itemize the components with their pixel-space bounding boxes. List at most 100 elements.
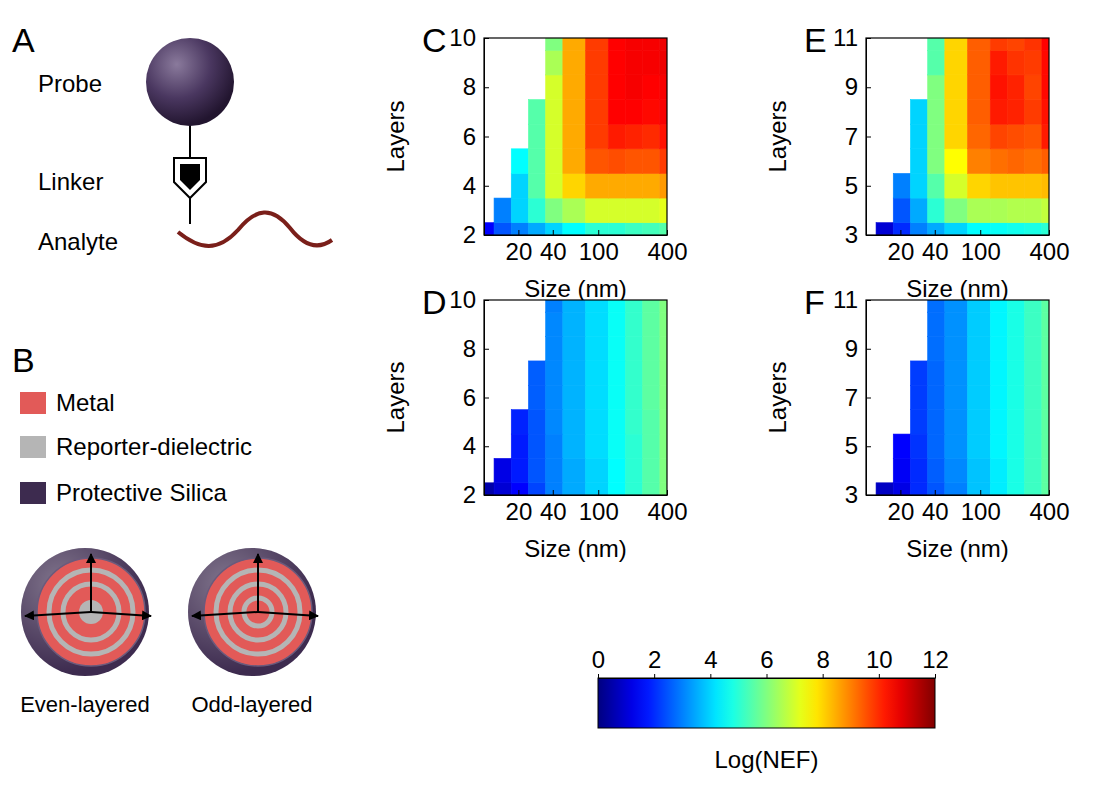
cell bbox=[945, 337, 968, 361]
cell bbox=[910, 223, 927, 235]
axis: 2040100400 bbox=[867, 230, 1070, 265]
tick: 10 bbox=[449, 286, 489, 313]
cell bbox=[528, 149, 545, 174]
cell bbox=[910, 124, 927, 149]
cell bbox=[1025, 50, 1042, 75]
tick-mark bbox=[667, 230, 668, 235]
cell bbox=[990, 38, 1007, 50]
cell bbox=[1007, 149, 1024, 174]
tick: 20 bbox=[888, 490, 915, 525]
cell bbox=[945, 410, 968, 434]
tick-label: 40 bbox=[540, 498, 567, 525]
cell bbox=[528, 361, 545, 385]
cell bbox=[1042, 75, 1049, 100]
tick: 8 bbox=[463, 335, 489, 362]
tick-label: 9 bbox=[845, 335, 858, 362]
cell bbox=[660, 300, 667, 312]
cell bbox=[608, 38, 625, 50]
cell bbox=[563, 75, 586, 100]
panel-letter: E bbox=[804, 21, 827, 59]
cell bbox=[563, 149, 586, 174]
tick-label: 10 bbox=[866, 646, 893, 673]
cell bbox=[625, 38, 642, 50]
cell bbox=[968, 149, 991, 174]
radius-arrow bbox=[258, 612, 318, 616]
tick-mark bbox=[866, 38, 871, 39]
cell bbox=[643, 124, 660, 149]
legend-swatch bbox=[20, 436, 46, 458]
cell bbox=[608, 410, 625, 434]
cell bbox=[968, 361, 991, 385]
cell bbox=[608, 50, 625, 75]
tick: 8 bbox=[816, 646, 829, 678]
cell bbox=[1007, 361, 1024, 385]
axis-line bbox=[867, 495, 1050, 496]
tick-mark bbox=[935, 674, 936, 678]
radius-arrow bbox=[257, 554, 259, 612]
tick-label: 8 bbox=[463, 73, 476, 100]
cell bbox=[608, 100, 625, 125]
cell bbox=[990, 223, 1007, 235]
cell bbox=[1042, 38, 1049, 50]
radius-arrow bbox=[25, 612, 91, 616]
cell bbox=[990, 458, 1007, 482]
tick-label: 4 bbox=[463, 172, 476, 199]
tick-label: 40 bbox=[922, 238, 949, 265]
tick-label: 9 bbox=[845, 73, 858, 100]
tick-label: 8 bbox=[816, 646, 829, 673]
cell bbox=[910, 149, 927, 174]
axis: 2040100400 bbox=[867, 490, 1070, 525]
cell bbox=[511, 198, 528, 223]
plot-frame bbox=[484, 300, 667, 495]
cell bbox=[968, 124, 991, 149]
cell bbox=[643, 75, 660, 100]
cell bbox=[893, 198, 910, 223]
cell bbox=[546, 312, 563, 336]
radius-arrow bbox=[192, 612, 258, 616]
cell bbox=[968, 173, 991, 198]
panel-letter: A bbox=[12, 21, 35, 59]
cell bbox=[586, 434, 609, 458]
panel-letter: F bbox=[804, 283, 825, 321]
cell bbox=[660, 483, 667, 495]
axis: 024681012 bbox=[592, 646, 949, 679]
cell bbox=[528, 410, 545, 434]
cell bbox=[928, 434, 945, 458]
cell bbox=[563, 410, 586, 434]
cell bbox=[546, 198, 563, 223]
tick: 9 bbox=[845, 73, 871, 100]
tick-label: 100 bbox=[579, 498, 619, 525]
cell bbox=[893, 173, 910, 198]
tick-mark bbox=[484, 398, 489, 399]
legend-label: Protective Silica bbox=[56, 479, 227, 506]
cell bbox=[563, 100, 586, 125]
cell bbox=[660, 434, 667, 458]
tick-mark bbox=[900, 490, 901, 495]
tick-label: 3 bbox=[845, 481, 858, 508]
tick-label: 40 bbox=[922, 498, 949, 525]
axis-line bbox=[485, 235, 668, 236]
cell bbox=[586, 38, 609, 50]
tick-mark bbox=[1049, 490, 1050, 495]
tick-mark bbox=[866, 186, 871, 187]
cell bbox=[1025, 173, 1042, 198]
tick: 6 bbox=[463, 123, 489, 150]
cell bbox=[945, 223, 968, 235]
tick: 40 bbox=[922, 230, 949, 265]
cell bbox=[625, 361, 642, 385]
cell bbox=[990, 50, 1007, 75]
tick-label: 6 bbox=[463, 123, 476, 150]
cell bbox=[990, 300, 1007, 312]
cell bbox=[546, 300, 563, 312]
cell bbox=[625, 483, 642, 495]
axis: 246810 bbox=[449, 24, 489, 248]
cell bbox=[945, 458, 968, 482]
tick-label: 4 bbox=[463, 432, 476, 459]
cell bbox=[910, 361, 927, 385]
cell bbox=[928, 361, 945, 385]
cell bbox=[1025, 198, 1042, 223]
tick-mark bbox=[667, 490, 668, 495]
cell bbox=[660, 458, 667, 482]
cells bbox=[876, 38, 1049, 235]
panel-b: BMetalReporter-dielectricProtective Sili… bbox=[12, 341, 318, 717]
